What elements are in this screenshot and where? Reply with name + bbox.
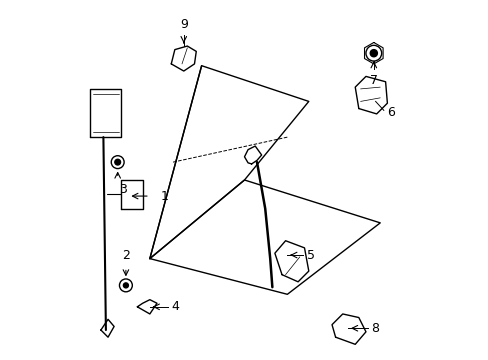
Text: 9: 9 xyxy=(180,18,187,31)
Text: 5: 5 xyxy=(306,248,314,261)
Text: 1: 1 xyxy=(160,190,168,203)
Text: 3: 3 xyxy=(119,183,126,196)
Text: 2: 2 xyxy=(122,249,130,262)
Circle shape xyxy=(369,50,377,57)
Text: 4: 4 xyxy=(171,300,179,313)
Circle shape xyxy=(115,159,121,165)
Text: 7: 7 xyxy=(369,74,377,87)
Text: 6: 6 xyxy=(386,106,394,120)
Circle shape xyxy=(123,283,128,288)
Text: 8: 8 xyxy=(370,322,379,335)
